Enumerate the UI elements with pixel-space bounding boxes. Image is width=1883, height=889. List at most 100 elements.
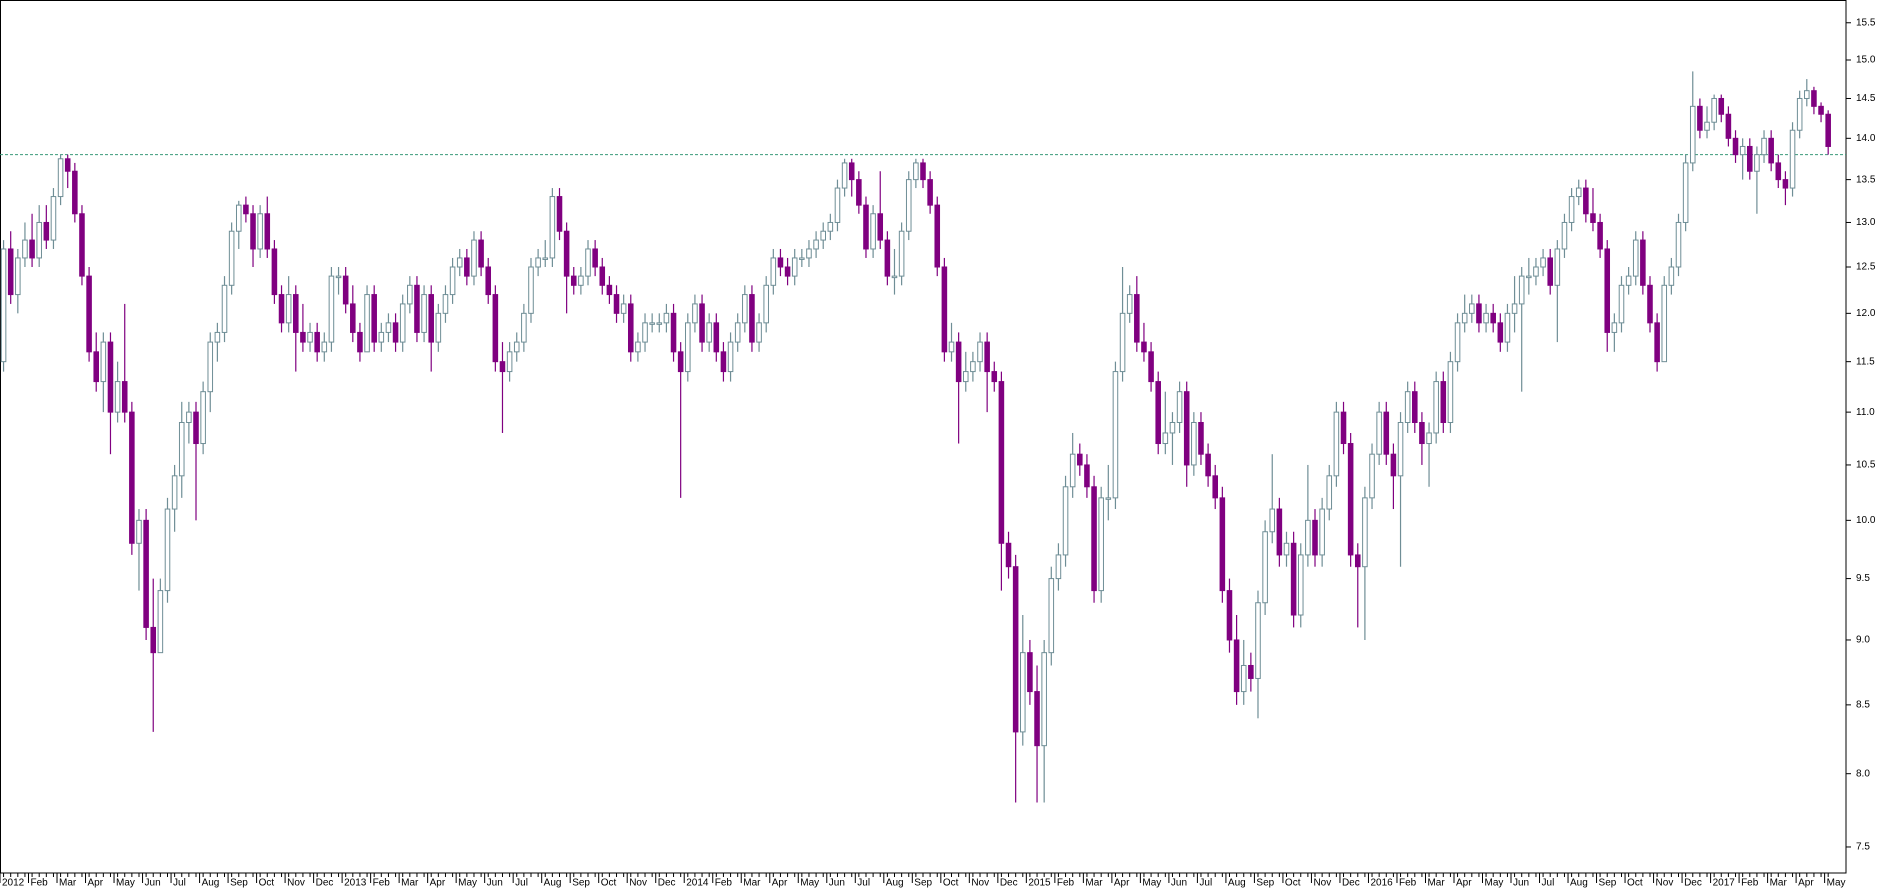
candle-body [970, 361, 976, 373]
candle-body [1255, 602, 1261, 679]
candle-body [1126, 294, 1133, 314]
x-tick-label: Oct [943, 878, 959, 889]
candle-body [1205, 453, 1211, 477]
candle-body [1283, 542, 1290, 556]
x-tick-label: Oct [1627, 878, 1643, 889]
candle-body [948, 341, 955, 353]
candle-body [592, 248, 598, 268]
x-tick-label: Mar [1770, 878, 1788, 889]
x-tick-label: May [458, 878, 477, 889]
candle-body [549, 196, 556, 259]
candle-body [1312, 519, 1318, 556]
candle-body [920, 162, 926, 181]
candle-body [1240, 664, 1247, 693]
candle-body [642, 322, 648, 343]
candle-body [1476, 303, 1482, 324]
x-tick-label: Nov [1313, 878, 1331, 889]
candle-body [1583, 187, 1589, 215]
candle-body [207, 341, 214, 393]
candle-body [1084, 464, 1090, 488]
candle-body [535, 257, 541, 268]
candle-body [1697, 105, 1703, 131]
candle-body [1404, 391, 1411, 424]
candle-body [1604, 248, 1611, 333]
candle-body [1540, 257, 1546, 268]
candle-body [1526, 275, 1532, 279]
candle-body [1233, 639, 1240, 693]
candle-body [984, 341, 990, 373]
candle-body [799, 257, 805, 260]
candle-body [136, 519, 142, 544]
candle-body [734, 322, 741, 343]
candle-body [1433, 381, 1439, 434]
candle-body [1340, 411, 1347, 445]
candle-body [235, 204, 242, 232]
candle-body [399, 303, 406, 343]
candle-body [627, 303, 634, 353]
x-tick-label: May [1827, 878, 1846, 889]
x-tick-label: Oct [259, 878, 275, 889]
candle-body [1354, 554, 1361, 568]
candle-body [143, 519, 149, 628]
candle-body [1561, 221, 1568, 250]
candle-body [955, 341, 962, 383]
candle-body [228, 230, 235, 286]
candle-body [1590, 213, 1596, 223]
x-tick-label: Feb [1741, 878, 1759, 889]
candle-body [820, 230, 826, 241]
x-tick-label: Jul [173, 878, 186, 889]
candle-body [1419, 422, 1425, 445]
candle-body [1012, 566, 1019, 733]
candle-body [1804, 90, 1810, 99]
candle-body [86, 275, 92, 353]
y-tick-label: 8.0 [1856, 768, 1870, 779]
candle-body [1447, 361, 1454, 424]
x-tick-label: 2015 [1028, 878, 1051, 889]
candle-body [1034, 691, 1040, 747]
candle-body [1397, 422, 1404, 477]
y-tick-label: 8.5 [1856, 700, 1870, 711]
candle-body [542, 257, 549, 260]
candle-body [50, 196, 57, 241]
candle-body [513, 341, 520, 353]
candle-body [884, 239, 891, 277]
candle-body [1091, 486, 1097, 592]
candle-body [1625, 275, 1632, 286]
x-tick-label: Jun [829, 878, 845, 889]
candle-body [1297, 554, 1304, 616]
candle-body [905, 179, 912, 232]
x-tick-label: 2016 [1370, 878, 1393, 889]
candle-body [335, 275, 342, 279]
candle-body [1789, 129, 1796, 189]
candle-body [1112, 371, 1119, 499]
candle-body [1134, 294, 1140, 343]
candle-body [1682, 162, 1689, 223]
candle-body [991, 371, 998, 383]
candle-body [1148, 351, 1154, 383]
x-tick-label: 2017 [1713, 878, 1736, 889]
candle-body [685, 322, 691, 373]
x-tick-label: Sep [572, 878, 590, 889]
y-tick-label: 14.0 [1856, 133, 1876, 144]
x-tick-label: Dec [658, 878, 676, 889]
candle-body [1062, 486, 1069, 556]
candle-body [692, 303, 698, 324]
x-tick-label: Sep [230, 878, 248, 889]
y-tick-label: 15.0 [1856, 55, 1876, 66]
candle-body [1290, 542, 1297, 616]
candle-body [649, 322, 655, 325]
candle-body [178, 422, 185, 477]
candle-body [556, 196, 563, 232]
candle-body [1198, 422, 1204, 455]
candle-body [371, 294, 377, 343]
candle-body [7, 248, 14, 296]
candle-body [1504, 312, 1511, 343]
candle-body [998, 381, 1005, 544]
y-tick-label: 7.5 [1856, 842, 1870, 853]
candle-body [1754, 154, 1760, 172]
candle-body [79, 213, 85, 277]
candle-body [898, 230, 905, 277]
x-tick-label: Feb [1057, 878, 1075, 889]
candle-body [1568, 196, 1575, 223]
candle-body [1711, 97, 1717, 123]
